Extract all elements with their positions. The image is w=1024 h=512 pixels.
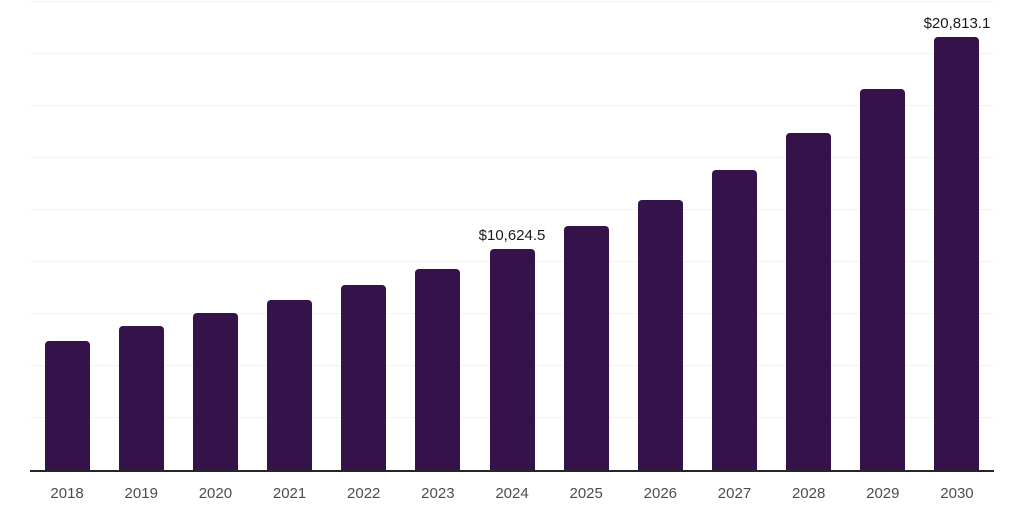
gridline-15000 — [30, 157, 994, 159]
x-axis-label-2025: 2025 — [569, 485, 603, 502]
bar-2019 — [118, 325, 164, 470]
bar-2018 — [44, 341, 90, 470]
x-axis-label-2018: 2018 — [50, 485, 84, 502]
bar-2022 — [341, 284, 387, 470]
gridline-12500 — [30, 209, 994, 210]
bar-slot-2028 — [772, 2, 846, 470]
x-axis-labels: 2018 2019 2020 2021 2022 2023 2024 2025 2026 2027… — [30, 485, 994, 502]
bars-row: $10,624.5 $20,813.1 — [30, 2, 994, 470]
bar-2021 — [267, 299, 313, 470]
bar-slot-2027 — [697, 2, 771, 470]
x-axis-label-2021: 2021 — [272, 485, 307, 502]
bar-slot-2021 — [252, 2, 326, 470]
bar-2023 — [415, 268, 461, 470]
bar-2020 — [192, 312, 238, 470]
bar-value-label-2024: $10,624.5 — [478, 227, 546, 245]
bar-slot-2030: $20,813.1 — [920, 2, 994, 470]
bar-2028 — [786, 133, 832, 470]
gridline-22500 — [30, 1, 994, 2]
bar-2025 — [563, 225, 609, 470]
bar-slot-2019 — [104, 2, 178, 470]
bar-2027 — [711, 169, 757, 470]
x-axis-label-2023: 2023 — [421, 485, 455, 502]
bar-slot-2026 — [623, 2, 697, 470]
x-axis-label-2029: 2029 — [866, 485, 900, 502]
bar-slot-2020 — [178, 2, 252, 470]
bar-2030: $20,813.1 — [924, 15, 990, 470]
x-axis-label-2026: 2026 — [643, 485, 678, 502]
plot-area: $10,624.5 $20,813.1 — [30, 1, 994, 470]
x-axis-label-2020: 2020 — [198, 485, 233, 502]
x-axis-label-2022: 2022 — [347, 485, 381, 502]
bar-value-label-2030: $20,813.1 — [923, 15, 991, 33]
bar-slot-2024: $10,624.5 — [475, 2, 549, 470]
gridline-20000 — [30, 53, 994, 54]
x-axis-label-2030: 2030 — [940, 485, 974, 502]
x-axis-line — [30, 470, 994, 472]
bar-slot-2023 — [401, 2, 475, 470]
x-axis-label-2027: 2027 — [717, 485, 752, 502]
bar-slot-2029 — [846, 2, 920, 470]
bar-2026 — [637, 199, 683, 470]
bar-slot-2025 — [549, 2, 623, 470]
x-axis-label-2028: 2028 — [791, 485, 826, 502]
bar-slot-2018 — [30, 2, 104, 470]
bar-slot-2022 — [327, 2, 401, 470]
gridline-17500 — [30, 105, 994, 106]
bar-2029 — [860, 88, 906, 470]
bar-2024: $10,624.5 — [479, 227, 545, 470]
x-axis-label-2019: 2019 — [124, 485, 158, 502]
x-axis-label-2024: 2024 — [495, 485, 529, 502]
